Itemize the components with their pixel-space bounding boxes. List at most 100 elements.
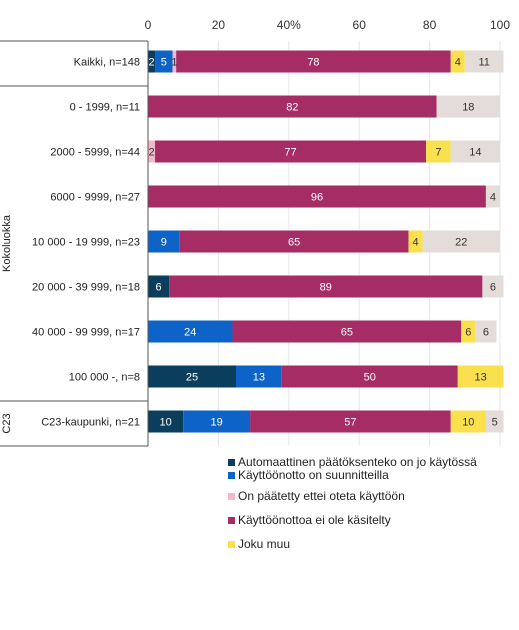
data-label: 24 — [184, 327, 196, 339]
data-label: 57 — [344, 417, 356, 429]
bar-segment — [155, 140, 427, 163]
bar-segment — [169, 275, 483, 298]
bar-segment — [426, 140, 451, 163]
data-label: 78 — [307, 57, 319, 69]
category-label: 40 000 - 99 999, n=17 — [32, 327, 140, 339]
bar-segment — [485, 410, 504, 433]
data-label: 89 — [320, 282, 332, 294]
x-tick-label: 20 — [212, 18, 226, 32]
group-label: Kokoluokka — [1, 214, 13, 272]
data-label: 5 — [161, 57, 167, 69]
data-label: 7 — [435, 147, 441, 159]
data-label: 65 — [288, 237, 300, 249]
data-label: 77 — [284, 147, 296, 159]
legend-swatch — [228, 541, 235, 548]
category-label: 2000 - 5999, n=44 — [50, 147, 140, 159]
data-label: 5 — [492, 417, 498, 429]
category-label: Kaikki, n=148 — [74, 57, 140, 69]
bar-segment — [450, 140, 500, 163]
legend-item: Käyttöönotto on suunnitteilla — [228, 469, 513, 482]
data-label: 96 — [311, 192, 323, 204]
category-label: 0 - 1999, n=11 — [70, 102, 140, 114]
bar-segment — [148, 275, 170, 298]
data-label: 13 — [253, 372, 265, 384]
data-label: 22 — [455, 237, 467, 249]
bar-segment — [485, 185, 500, 208]
data-label: 2 — [148, 57, 154, 69]
legend-item: Käyttöönottoa ei ole käsitelty — [228, 514, 513, 527]
data-label: 6 — [490, 282, 496, 294]
x-tick-label: 0 — [145, 18, 152, 32]
x-tick-label: 100 — [490, 18, 510, 32]
data-label: 2 — [148, 147, 154, 159]
bar-segment — [176, 50, 451, 73]
bar-segment — [232, 320, 462, 343]
data-label: 19 — [211, 417, 223, 429]
x-tick-label: 40% — [277, 18, 301, 32]
bar-segment — [155, 50, 173, 73]
data-label: 13 — [475, 372, 487, 384]
legend-item: Automaattinen päätöksenteko on jo käytös… — [228, 456, 513, 469]
x-axis-ticks: 0 20 40% 60 80 100 — [145, 18, 511, 32]
data-label: 4 — [455, 57, 461, 69]
data-label: 6 — [465, 327, 471, 339]
data-label: 4 — [490, 192, 496, 204]
bar-segment — [461, 320, 476, 343]
group-label: C23 — [1, 413, 13, 433]
category-label: 6000 - 9999, n=27 — [50, 192, 140, 204]
data-label: 65 — [341, 327, 353, 339]
bar-segment — [436, 95, 500, 118]
data-label: 10 — [159, 417, 171, 429]
data-label: 1 — [171, 57, 177, 69]
bar-segment — [148, 140, 156, 163]
bar-segment — [183, 410, 251, 433]
bar-segment — [422, 230, 500, 253]
axis-frame — [0, 40, 149, 447]
x-tick-label: 60 — [353, 18, 367, 32]
legend-swatch — [228, 459, 235, 466]
legend-label: Joku muu — [238, 537, 291, 551]
bar-segment — [148, 410, 184, 433]
legend-label: Käyttöönottoa ei ole käsitelty — [238, 513, 391, 527]
bar-segment — [179, 230, 409, 253]
bar-segment — [148, 50, 156, 73]
legend-item: Joku muu — [228, 538, 513, 551]
legend-item: On päätetty ettei oteta käyttöön — [228, 490, 513, 503]
bar-segment — [450, 50, 465, 73]
legend-label: On päätetty ettei oteta käyttöön — [238, 489, 405, 503]
data-label: 6 — [155, 282, 161, 294]
bar-segment — [236, 365, 282, 388]
legend-label: Automaattinen päätöksenteko on jo käytös… — [238, 455, 477, 469]
data-label: 82 — [286, 102, 298, 114]
bar-segment — [148, 185, 486, 208]
data-label: 6 — [483, 327, 489, 339]
bar-segment — [482, 275, 504, 298]
bars — [148, 50, 504, 433]
data-label: 11 — [478, 57, 489, 69]
bar-segment — [464, 50, 504, 73]
bar-segment — [250, 410, 451, 433]
data-label: 9 — [161, 237, 167, 249]
category-label: 20 000 - 39 999, n=18 — [32, 282, 140, 294]
legend-swatch — [228, 517, 235, 524]
bar-segment — [457, 365, 504, 388]
data-label: 10 — [462, 417, 474, 429]
group-labels: Kokoluokka C23 — [1, 214, 13, 433]
data-label: 18 — [462, 102, 474, 114]
bar-segment — [450, 410, 486, 433]
data-label: 50 — [364, 372, 376, 384]
category-label: C23-kaupunki, n=21 — [41, 417, 140, 429]
legend: Automaattinen päätöksenteko on jo käytös… — [228, 456, 513, 551]
category-label: 100 000 -, n=8 — [69, 372, 140, 384]
x-tick-label: 80 — [423, 18, 437, 32]
data-label: 4 — [412, 237, 418, 249]
legend-swatch — [228, 472, 235, 479]
bar-segment — [148, 365, 236, 388]
bar-segment — [148, 230, 180, 253]
bar-segment — [172, 50, 177, 73]
legend-swatch — [228, 493, 235, 500]
bar-segment — [148, 95, 437, 118]
legend-label: Käyttöönotto on suunnitteilla — [238, 468, 389, 482]
bar-segment — [408, 230, 423, 253]
